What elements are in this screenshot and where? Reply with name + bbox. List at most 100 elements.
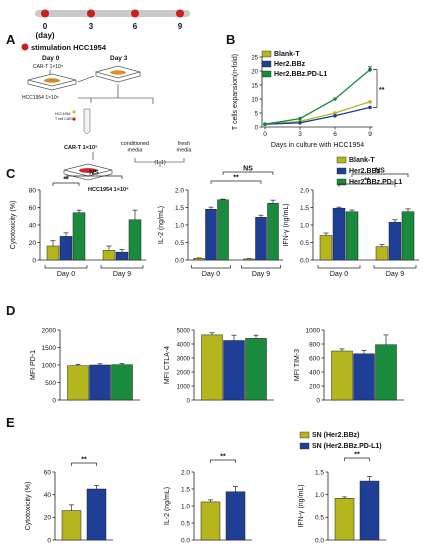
- data-point: [298, 121, 302, 125]
- legend-label: Her2.BBz: [274, 61, 306, 68]
- hcc-label: HCC1954 1×10⁶: [22, 95, 59, 101]
- timeline-unit: (day): [35, 31, 54, 40]
- bar: [217, 199, 229, 261]
- data-point: [263, 122, 267, 126]
- sig-bracket: [52, 182, 80, 186]
- y-tick-label: 60: [29, 205, 37, 212]
- y-tick-label: 500: [45, 380, 56, 387]
- bar: [89, 364, 111, 401]
- y-tick-label: 800: [309, 341, 320, 348]
- bar: [345, 211, 359, 261]
- group-bracket: [241, 265, 281, 269]
- branch-lines: [78, 84, 154, 104]
- series-line: [264, 101, 371, 125]
- cells-day0: [44, 78, 60, 83]
- mfi-ctla4-bar-chart: 0 1000 2000 3000 4000 5000 MFI CTLA-4: [164, 328, 274, 404]
- y-tick-label: 60: [44, 469, 52, 476]
- y-tick-label: 1.5: [175, 205, 184, 212]
- y-tick-label: 3000: [177, 356, 191, 362]
- y-tick-label: 1.0: [315, 492, 324, 499]
- timeline-dot-3: [87, 9, 95, 18]
- sig-bracket: [373, 69, 378, 108]
- y-tick-label: 10: [251, 97, 258, 103]
- bar: [334, 498, 355, 541]
- bar: [319, 235, 333, 261]
- group-bracket: [100, 265, 144, 269]
- y-tick-label: 15: [251, 83, 258, 89]
- group-label: Day 9: [386, 271, 404, 278]
- legend-b: Blank-T Her2.BBz Her2.BBz.PD-L1: [261, 50, 327, 78]
- data-point: [298, 116, 302, 121]
- y-tick-label: 400: [309, 369, 320, 376]
- y-axis-label: IL-2 (ng/mL): [158, 206, 165, 244]
- sig-ns: NS: [89, 170, 99, 177]
- y-tick-label: 0.0: [300, 257, 309, 264]
- group-bracket: [373, 265, 417, 269]
- sig-ns: NS: [243, 166, 253, 173]
- bar: [102, 250, 116, 261]
- series-line: [264, 69, 371, 125]
- y-axis-label: Cytotoxicity (%): [25, 482, 32, 531]
- y-tick-label: 5000: [177, 328, 191, 334]
- sig-stars: **: [81, 457, 87, 464]
- y-axis-label: IFN-γ (ng/mL): [283, 203, 290, 246]
- y-tick-label: 0: [255, 125, 259, 131]
- panel-label-e: E: [6, 415, 15, 430]
- expansion-line-chart: 0 5 10 15 20 25 T cells expansion(n-fold) 0 3 6 9D…: [232, 54, 385, 149]
- bar: [86, 488, 107, 541]
- tiny-label-2: T cell CAR-T: [55, 117, 76, 121]
- y-tick-label: 2000: [42, 327, 57, 334]
- tiny-cell-1: [72, 110, 76, 114]
- sn-il2-bar-chart: 0.0 0.5 1.0 1.5 2.0 IL-2 (ng/mL) **: [164, 454, 252, 544]
- y-tick-label: 0: [316, 397, 320, 404]
- sn-ifng-bar-chart: 0.0 0.5 1.0 1.5 IFN-γ (ng/mL) **: [298, 452, 386, 544]
- sig-bracket: [210, 180, 262, 184]
- mfi-pd1-bar-chart: 0 500 1000 1500 2000 MFI PD-1: [30, 327, 140, 404]
- timeline-dot-6: [131, 9, 139, 18]
- legend-c: Blank-T Her2.BBz Her2.BBz.PD-L1: [336, 156, 402, 186]
- y-tick-label: 0.5: [175, 240, 184, 247]
- bar: [193, 258, 205, 261]
- bar: [255, 217, 267, 261]
- media-brackets: [134, 158, 185, 167]
- bar: [201, 334, 223, 401]
- timeline: 0 3 6 9 (day): [35, 9, 190, 40]
- y-tick-label: 1000: [42, 362, 57, 369]
- y-tick-label: 0.5: [300, 240, 309, 247]
- group-label: Day 9: [252, 271, 270, 278]
- legend-swatch: [336, 156, 347, 164]
- legend-label: Her2.BBz.PD-L1: [349, 179, 402, 186]
- cytotoxicity-bar-chart: 0 20 40 60 80 Cytotoxicity (%) Day 0 Day 9 ** NS: [10, 170, 146, 278]
- timeline-tick-6: 6: [133, 22, 138, 31]
- bar: [59, 236, 73, 261]
- legend-label: Blank-T: [349, 157, 375, 164]
- y-axis-label: IFN-γ (ng/mL): [298, 484, 305, 527]
- tiny-cell-2: [72, 117, 76, 121]
- bar: [46, 245, 60, 261]
- bar: [67, 365, 89, 401]
- bar: [331, 350, 353, 401]
- group-bracket: [44, 265, 88, 269]
- sig-bracket: [222, 171, 274, 175]
- y-axis-label: IL-2 (ng/mL): [164, 487, 171, 525]
- plate-day0-side: [27, 80, 77, 91]
- cart-label: CAR-T 1×10⁵: [33, 64, 63, 70]
- y-tick-label: 4000: [177, 342, 191, 348]
- bar: [388, 221, 402, 261]
- legend-label: Her2.BBz: [349, 168, 381, 175]
- y-tick-label: 0.0: [181, 537, 190, 544]
- x-tick-label: 3: [298, 131, 302, 138]
- bar: [267, 203, 279, 261]
- stim-label: stimulation HCC1954: [31, 43, 107, 52]
- sn-cytotoxicity-bar-chart: 0 20 40 60 Cytotoxicity (%) **: [25, 457, 113, 544]
- sig-bracket: [351, 173, 409, 177]
- y-axis-label: MFI PD-1: [30, 350, 37, 380]
- hcc2-label: HCC1954 1×10⁶: [88, 187, 129, 193]
- legend-swatch: [261, 60, 272, 68]
- y-tick-label: 20: [29, 240, 37, 247]
- y-axis-label: MFI TIM-3: [294, 349, 301, 381]
- mfi-tim3-bar-chart: 0 200 400 600 800 1000 MFI TIM-3: [294, 327, 404, 404]
- group-label: Day 0: [202, 271, 220, 278]
- y-tick-label: 20: [251, 69, 258, 75]
